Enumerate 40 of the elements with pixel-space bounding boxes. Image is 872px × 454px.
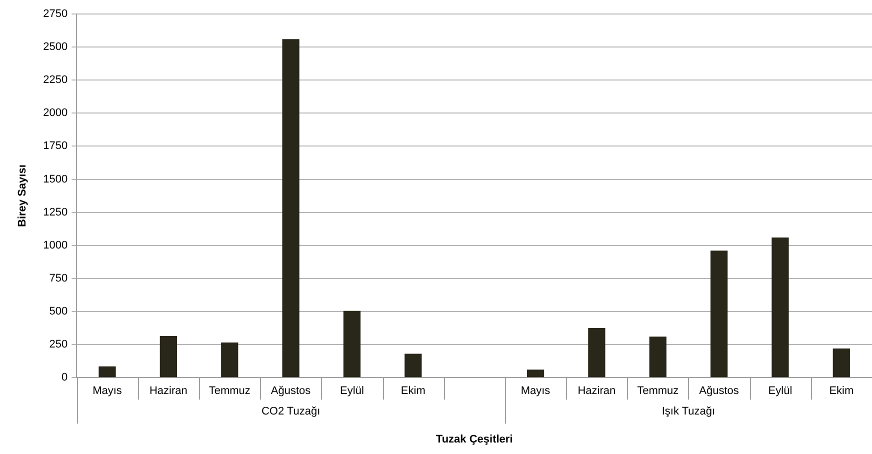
y-tick-label: 750 xyxy=(49,272,68,284)
y-tick-label: 250 xyxy=(49,338,68,351)
x-tick-label: Mayıs xyxy=(92,385,122,398)
x-axis-title: Tuzak Çeşitleri xyxy=(436,433,513,446)
y-tick-label: 0 xyxy=(62,372,68,384)
bar xyxy=(649,336,666,378)
bar xyxy=(832,348,850,378)
x-tick-label: Temmuz xyxy=(208,385,250,398)
y-tick-label: 2500 xyxy=(43,41,68,54)
x-tick-label: Eylül xyxy=(340,385,364,398)
y-tick-label: 1000 xyxy=(43,239,68,252)
y-tick-label: 1500 xyxy=(43,173,68,186)
y-tick-label: 2250 xyxy=(43,74,68,86)
y-tick-label: 1250 xyxy=(43,206,68,218)
x-tick-label: Mayıs xyxy=(520,385,551,398)
x-tick-label: Ekim xyxy=(829,385,854,398)
bar xyxy=(282,39,300,378)
bar xyxy=(526,370,544,378)
x-tick-label: Haziran xyxy=(578,385,616,398)
bar xyxy=(98,366,116,378)
x-tick-label: Haziran xyxy=(149,385,188,398)
y-tick-label: 1750 xyxy=(43,140,68,152)
y-tick-label: 500 xyxy=(49,306,68,318)
bar xyxy=(772,237,789,378)
bar xyxy=(404,354,422,378)
x-tick-label: Eylül xyxy=(768,385,792,398)
x-tick-label: Ekim xyxy=(400,385,426,398)
x-tick-label: Temmuz xyxy=(637,385,679,398)
y-tick-label: 2000 xyxy=(43,107,68,120)
bar xyxy=(588,328,606,378)
text: Işık Tuzağı xyxy=(662,406,716,418)
x-tick-label: Ağustos xyxy=(699,385,740,398)
text: CO2 Tuzağı xyxy=(261,406,320,418)
bar xyxy=(710,250,728,378)
bar xyxy=(221,342,238,378)
x-tick-label: Ağustos xyxy=(270,385,312,398)
bar xyxy=(160,336,178,378)
y-tick-label: 2750 xyxy=(43,8,68,20)
bar xyxy=(343,310,361,378)
y-axis-title: Birey Sayısı xyxy=(16,164,29,227)
